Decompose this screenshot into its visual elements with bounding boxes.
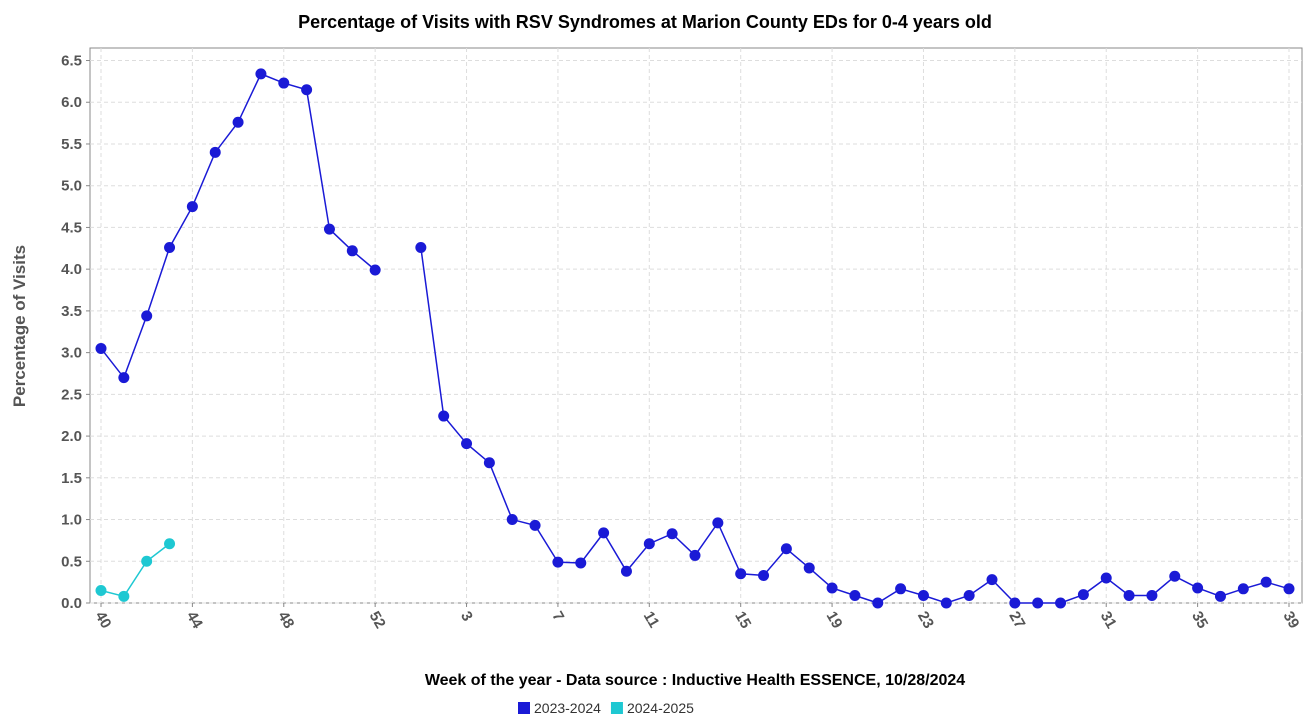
data-point bbox=[986, 574, 998, 586]
data-point bbox=[209, 146, 221, 158]
data-point bbox=[940, 597, 952, 609]
data-point bbox=[1192, 582, 1204, 594]
data-point bbox=[1123, 589, 1135, 601]
y-tick-label: 2.0 bbox=[61, 428, 82, 445]
y-tick-label: 3.5 bbox=[61, 303, 82, 320]
data-point bbox=[369, 264, 381, 276]
data-point bbox=[780, 543, 792, 555]
data-point bbox=[301, 84, 313, 96]
data-point bbox=[278, 77, 290, 89]
data-point bbox=[461, 438, 473, 450]
data-point bbox=[666, 528, 678, 540]
x-tick-label: 52 bbox=[366, 609, 389, 632]
y-axis-title: Percentage of Visits bbox=[10, 245, 29, 407]
data-point bbox=[1146, 589, 1158, 601]
data-point bbox=[438, 410, 450, 422]
x-tick-label: 48 bbox=[274, 609, 297, 632]
data-point bbox=[849, 589, 861, 601]
data-point bbox=[323, 223, 335, 235]
x-tick-label: 44 bbox=[183, 609, 206, 633]
data-point bbox=[118, 590, 130, 602]
y-tick-label: 1.0 bbox=[61, 512, 82, 529]
y-tick-label: 3.0 bbox=[61, 345, 82, 362]
y-tick-label: 0.0 bbox=[61, 595, 82, 612]
x-tick-label: 7 bbox=[548, 609, 567, 625]
y-tick-label: 2.5 bbox=[61, 386, 82, 403]
x-tick-label: 31 bbox=[1097, 609, 1120, 632]
x-tick-label: 35 bbox=[1188, 609, 1211, 632]
plot-area bbox=[89, 47, 1303, 604]
data-point bbox=[895, 583, 907, 595]
data-point bbox=[598, 527, 610, 539]
data-point bbox=[255, 68, 267, 80]
data-point bbox=[529, 519, 541, 531]
y-tick-label: 6.0 bbox=[61, 94, 82, 111]
y-tick-label: 6.5 bbox=[61, 53, 82, 70]
y-tick-label: 4.5 bbox=[61, 219, 82, 236]
y-tick-label: 4.0 bbox=[61, 261, 82, 278]
data-point bbox=[735, 568, 747, 580]
data-point bbox=[1055, 597, 1067, 609]
data-point bbox=[95, 342, 107, 354]
data-point bbox=[164, 241, 176, 253]
x-tick-label: 19 bbox=[823, 609, 846, 632]
data-point bbox=[1214, 590, 1226, 602]
data-point bbox=[803, 562, 815, 574]
data-point bbox=[506, 514, 518, 526]
x-tick-label: 39 bbox=[1280, 609, 1303, 632]
data-point bbox=[1077, 589, 1089, 601]
x-tick-label: 11 bbox=[640, 609, 663, 631]
data-point bbox=[1009, 597, 1021, 609]
data-point bbox=[141, 555, 153, 567]
x-axis-title: Week of the year - Data source : Inducti… bbox=[425, 672, 965, 689]
y-tick-label: 5.0 bbox=[61, 178, 82, 195]
data-point bbox=[1260, 576, 1272, 588]
legend-swatch bbox=[610, 702, 623, 714]
data-point bbox=[1283, 583, 1295, 595]
data-point bbox=[552, 556, 564, 568]
y-tick-label: 5.5 bbox=[61, 136, 82, 153]
data-point bbox=[415, 241, 427, 253]
data-point bbox=[1032, 597, 1044, 609]
data-point bbox=[643, 538, 655, 550]
data-point bbox=[1169, 570, 1181, 582]
data-point bbox=[141, 310, 153, 322]
y-tick-label: 0.5 bbox=[61, 553, 82, 570]
data-point bbox=[620, 565, 632, 577]
data-point bbox=[118, 372, 130, 384]
series-line bbox=[100, 543, 170, 598]
data-point bbox=[963, 589, 975, 601]
data-point bbox=[575, 557, 587, 569]
data-point bbox=[186, 201, 198, 213]
chart-title: Percentage of Visits with RSV Syndromes … bbox=[298, 12, 992, 32]
data-point bbox=[1100, 572, 1112, 584]
y-tick-label: 1.5 bbox=[61, 470, 82, 487]
data-point bbox=[346, 245, 358, 257]
x-tick-label: 40 bbox=[92, 609, 115, 632]
data-point bbox=[232, 116, 244, 128]
x-tick-label: 15 bbox=[731, 609, 754, 632]
legend-swatch bbox=[518, 702, 530, 714]
data-point bbox=[164, 538, 176, 550]
legend-label: 2024-2025 bbox=[627, 700, 694, 716]
legend-label: 2023-2024 bbox=[534, 700, 601, 716]
data-point bbox=[917, 589, 929, 601]
data-point bbox=[1237, 583, 1249, 595]
data-point bbox=[872, 597, 884, 609]
data-point bbox=[689, 549, 701, 561]
data-point bbox=[95, 584, 107, 596]
data-point bbox=[826, 582, 838, 594]
data-point bbox=[483, 457, 495, 469]
data-point bbox=[712, 517, 724, 529]
x-tick-label: 23 bbox=[914, 609, 937, 632]
x-tick-label: 3 bbox=[457, 609, 476, 625]
x-tick-label: 27 bbox=[1005, 609, 1028, 632]
data-point bbox=[758, 569, 770, 581]
